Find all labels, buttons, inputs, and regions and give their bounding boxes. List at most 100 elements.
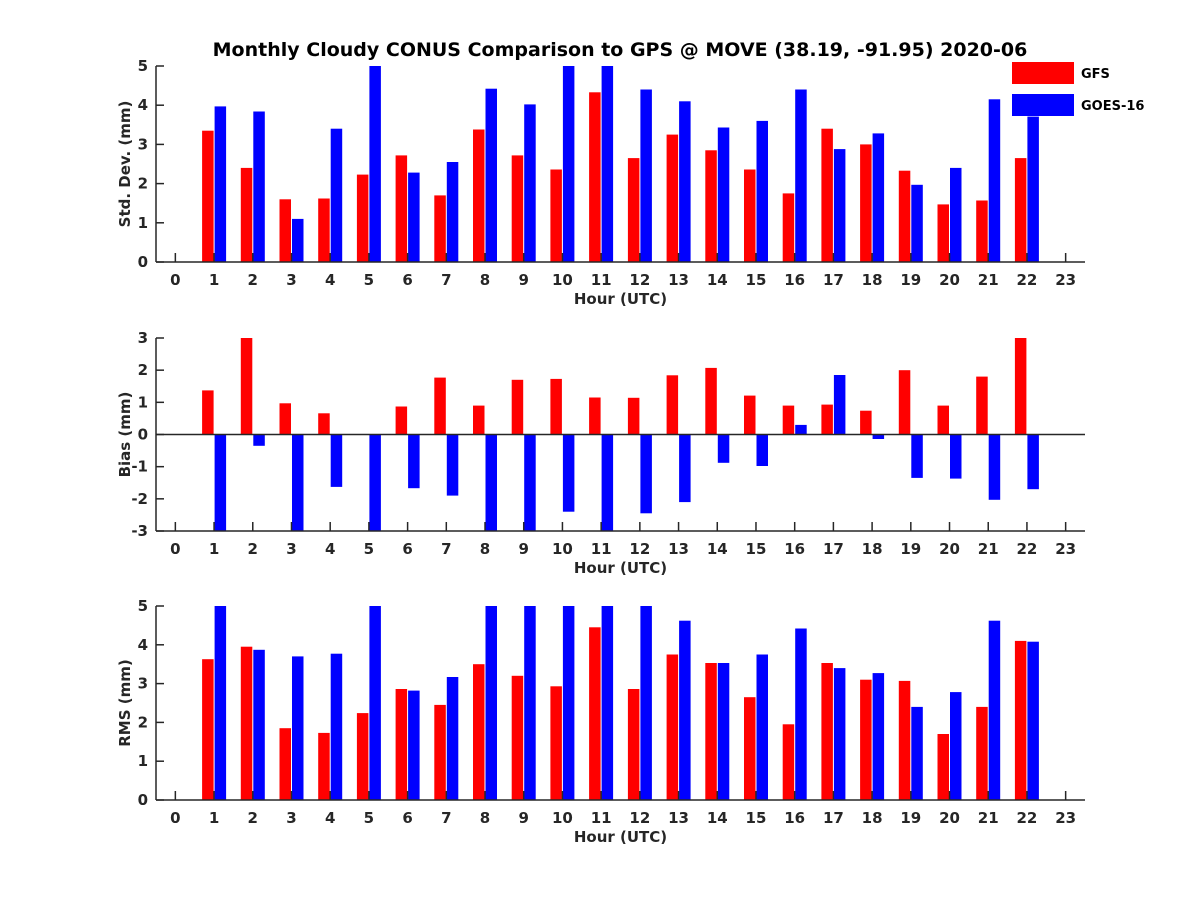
bar-gfs-hour-10	[550, 169, 562, 262]
bar-gfs-hour-4	[318, 732, 330, 800]
y-tick-label: 0	[138, 426, 148, 444]
y-tick-label: 3	[138, 329, 148, 347]
bar-goes-16-hour-3	[292, 656, 304, 800]
bar-gfs-hour-4	[318, 413, 330, 435]
bar-gfs-hour-7	[434, 704, 446, 800]
bar-gfs-hour-14	[705, 663, 717, 800]
bar-gfs-hour-19	[898, 680, 911, 800]
bar-gfs-hour-13	[666, 134, 679, 262]
bar-gfs-hour-12	[627, 689, 640, 800]
x-tick-label: 18	[862, 540, 883, 558]
x-tick-label: 21	[978, 271, 999, 289]
bar-goes-16-hour-21	[988, 434, 1001, 500]
x-tick-label: 20	[939, 271, 960, 289]
x-tick-label: 16	[784, 809, 805, 827]
x-tick-label: 6	[402, 271, 412, 289]
bar-goes-16-hour-2	[253, 111, 265, 262]
x-tick-label: 18	[862, 809, 883, 827]
x-tick-label: 1	[209, 809, 219, 827]
bar-gfs-hour-5	[356, 713, 369, 800]
x-tick-label: 3	[286, 271, 296, 289]
x-tick-label: 22	[1017, 540, 1038, 558]
x-tick-label: 14	[707, 809, 728, 827]
x-tick-label: 11	[591, 809, 612, 827]
bar-gfs-hour-7	[434, 195, 446, 262]
x-tick-label: 17	[823, 809, 844, 827]
bar-goes-16-hour-21	[988, 620, 1001, 800]
x-tick-label: 10	[552, 540, 573, 558]
bar-gfs-hour-6	[395, 406, 408, 435]
x-tick-label: 1	[209, 271, 219, 289]
bar-gfs-hour-5	[356, 174, 369, 262]
bar-gfs-hour-3	[279, 403, 291, 435]
x-tick-label: 23	[1055, 540, 1076, 558]
bar-gfs-hour-6	[395, 689, 408, 800]
bar-gfs-hour-16	[782, 405, 795, 435]
bar-goes-16-hour-7	[446, 162, 459, 262]
x-tick-label: 2	[248, 809, 258, 827]
y-axis-label: RMS (mm)	[116, 659, 134, 746]
x-tick-label: 6	[402, 540, 412, 558]
y-tick-label: -3	[131, 522, 148, 540]
x-tick-label: 12	[629, 809, 650, 827]
bar-goes-16-hour-4	[330, 128, 343, 262]
bar-gfs-hour-8	[473, 405, 485, 435]
x-tick-label: 22	[1017, 809, 1038, 827]
bar-gfs-hour-8	[473, 664, 485, 800]
y-tick-label: 1	[138, 752, 148, 770]
bar-goes-16-hour-3	[292, 434, 304, 531]
bar-goes-16-hour-20	[950, 434, 962, 479]
bar-goes-16-hour-16	[795, 89, 807, 262]
bar-goes-16-hour-10	[562, 606, 575, 800]
y-tick-label: 4	[138, 96, 148, 114]
bar-gfs-hour-21	[976, 706, 988, 800]
y-tick-label: 5	[138, 597, 148, 615]
bar-goes-16-hour-22	[1027, 641, 1039, 800]
x-tick-label: 5	[364, 540, 374, 558]
bar-gfs-hour-11	[589, 92, 601, 262]
y-tick-label: 3	[138, 135, 148, 153]
bar-goes-16-hour-15	[756, 434, 768, 466]
bar-goes-16-hour-17	[833, 375, 846, 435]
bar-gfs-hour-9	[511, 379, 524, 435]
bar-gfs-hour-17	[821, 663, 833, 800]
bar-goes-16-hour-20	[950, 692, 962, 800]
bar-gfs-hour-2	[240, 646, 253, 800]
x-tick-label: 13	[668, 271, 689, 289]
bar-gfs-hour-13	[666, 654, 679, 800]
bar-gfs-hour-7	[434, 377, 446, 435]
x-tick-label: 17	[823, 540, 844, 558]
y-tick-label: 0	[138, 791, 148, 809]
y-tick-label: 5	[138, 57, 148, 75]
bar-goes-16-hour-13	[679, 620, 691, 800]
x-tick-label: 15	[746, 271, 767, 289]
bar-goes-16-hour-6	[408, 690, 420, 800]
bar-goes-16-hour-16	[795, 628, 807, 800]
bar-goes-16-hour-4	[330, 434, 343, 487]
bar-gfs-hour-10	[550, 686, 562, 800]
bar-goes-16-hour-19	[911, 434, 923, 478]
chart-title: Monthly Cloudy CONUS Comparison to GPS @…	[213, 39, 1028, 61]
bar-goes-16-hour-2	[253, 434, 265, 446]
x-tick-label: 19	[900, 540, 921, 558]
x-tick-label: 0	[170, 540, 180, 558]
bar-gfs-hour-21	[976, 376, 988, 435]
x-tick-label: 19	[900, 271, 921, 289]
x-tick-label: 15	[746, 809, 767, 827]
legend-label-goes-16: GOES-16	[1081, 99, 1144, 114]
panel-2: 0 1 2 3 4 5 6 7 8 9 10 11 12 13 14 15 16 17 18 19 20 21 22 23-3…	[116, 329, 1085, 577]
x-tick-label: 9	[519, 540, 529, 558]
x-tick-label: 10	[552, 809, 573, 827]
bar-gfs-hour-22	[1014, 640, 1027, 800]
bar-goes-16-hour-20	[950, 167, 962, 262]
x-axis-label: Hour (UTC)	[574, 559, 667, 577]
bar-goes-16-hour-1	[214, 606, 227, 800]
bar-gfs-hour-11	[589, 397, 601, 435]
bar-goes-16-hour-16	[795, 424, 807, 435]
bar-goes-16-hour-13	[679, 434, 691, 503]
y-tick-label: 1	[138, 214, 148, 232]
bar-gfs-hour-19	[898, 170, 911, 262]
x-tick-label: 0	[170, 809, 180, 827]
bar-goes-16-hour-19	[911, 706, 923, 800]
